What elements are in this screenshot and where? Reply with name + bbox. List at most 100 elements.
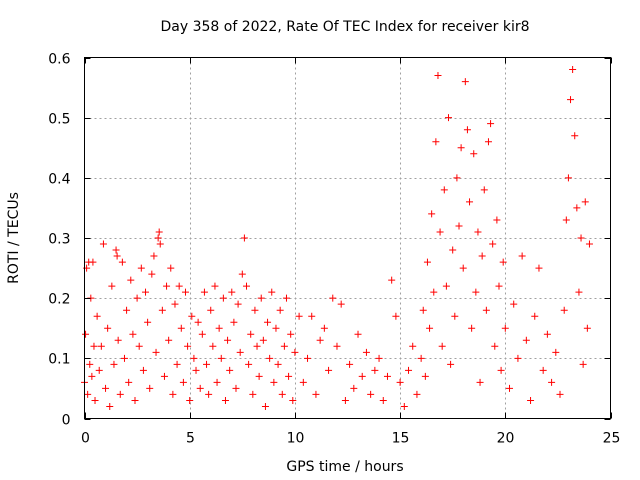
data-point — [102, 384, 110, 392]
data-point — [91, 396, 99, 404]
data-point — [583, 324, 591, 332]
data-point — [440, 186, 448, 194]
data-point — [167, 264, 175, 272]
data-point — [299, 378, 307, 386]
data-point — [581, 198, 589, 206]
data-point — [470, 150, 478, 158]
data-point — [181, 288, 189, 296]
data-point — [228, 288, 236, 296]
data-point — [249, 390, 257, 398]
data-point — [493, 216, 501, 224]
data-point — [112, 246, 120, 254]
data-point — [93, 312, 101, 320]
data-point — [257, 294, 265, 302]
data-point — [409, 342, 417, 350]
data-point — [375, 354, 383, 362]
data-point — [261, 402, 269, 410]
data-point — [114, 336, 122, 344]
data-point — [474, 228, 482, 236]
data-point — [472, 288, 480, 296]
data-point — [419, 306, 427, 314]
data-point — [289, 396, 297, 404]
data-point — [108, 282, 116, 290]
data-point — [434, 72, 442, 80]
data-point — [405, 366, 413, 374]
data-point — [392, 312, 400, 320]
data-point — [99, 240, 107, 248]
data-point — [113, 252, 121, 260]
data-point — [499, 258, 507, 266]
data-point — [131, 396, 139, 404]
data-point — [463, 126, 471, 134]
data-point — [543, 330, 551, 338]
data-point — [449, 246, 457, 254]
data-point — [84, 390, 92, 398]
data-point — [346, 360, 354, 368]
data-point — [329, 294, 337, 302]
data-point — [270, 378, 278, 386]
data-point — [137, 264, 145, 272]
data-point — [133, 294, 141, 302]
data-point — [192, 366, 200, 374]
data-point — [144, 318, 152, 326]
data-point — [421, 372, 429, 380]
data-point — [573, 204, 581, 212]
data-point — [316, 336, 324, 344]
data-point — [190, 354, 198, 362]
data-point — [240, 234, 248, 242]
data-point — [295, 312, 303, 320]
data-point — [396, 378, 404, 386]
data-point — [495, 282, 503, 290]
data-point — [118, 258, 126, 266]
data-point — [417, 354, 425, 362]
data-point — [308, 312, 316, 320]
data-point — [188, 312, 196, 320]
data-point — [428, 210, 436, 218]
data-point — [120, 354, 128, 362]
data-point — [247, 330, 255, 338]
data-point — [86, 360, 94, 368]
data-point — [333, 342, 341, 350]
data-point — [388, 276, 396, 284]
data-point — [562, 216, 570, 224]
data-point — [487, 120, 495, 128]
data-point — [251, 306, 259, 314]
data-point — [150, 252, 158, 260]
data-point — [211, 282, 219, 290]
data-point — [158, 306, 166, 314]
data-point — [341, 396, 349, 404]
data-point — [175, 282, 183, 290]
y-tick-label: 0.5 — [48, 112, 70, 128]
data-point — [564, 174, 572, 182]
data-point — [226, 366, 234, 374]
data-point — [285, 372, 293, 380]
data-point — [165, 336, 173, 344]
data-point — [255, 372, 263, 380]
data-point — [125, 378, 133, 386]
data-point — [455, 222, 463, 230]
data-point — [476, 378, 484, 386]
data-point — [468, 324, 476, 332]
data-point — [312, 390, 320, 398]
data-point — [97, 342, 105, 350]
data-point — [139, 366, 147, 374]
data-point — [497, 366, 505, 374]
data-point — [287, 330, 295, 338]
data-point — [245, 360, 253, 368]
data-point — [282, 294, 290, 302]
data-point — [531, 312, 539, 320]
data-point — [179, 378, 187, 386]
data-point — [579, 360, 587, 368]
data-point — [110, 360, 118, 368]
data-point — [535, 264, 543, 272]
data-point — [514, 354, 522, 362]
data-point — [491, 342, 499, 350]
data-point — [268, 288, 276, 296]
data-point — [522, 336, 530, 344]
y-tick-label: 0.6 — [48, 52, 70, 68]
y-tick-label: 0.4 — [48, 172, 70, 188]
data-point — [82, 330, 90, 338]
data-point — [194, 318, 202, 326]
data-point — [215, 324, 223, 332]
data-point — [104, 324, 112, 332]
